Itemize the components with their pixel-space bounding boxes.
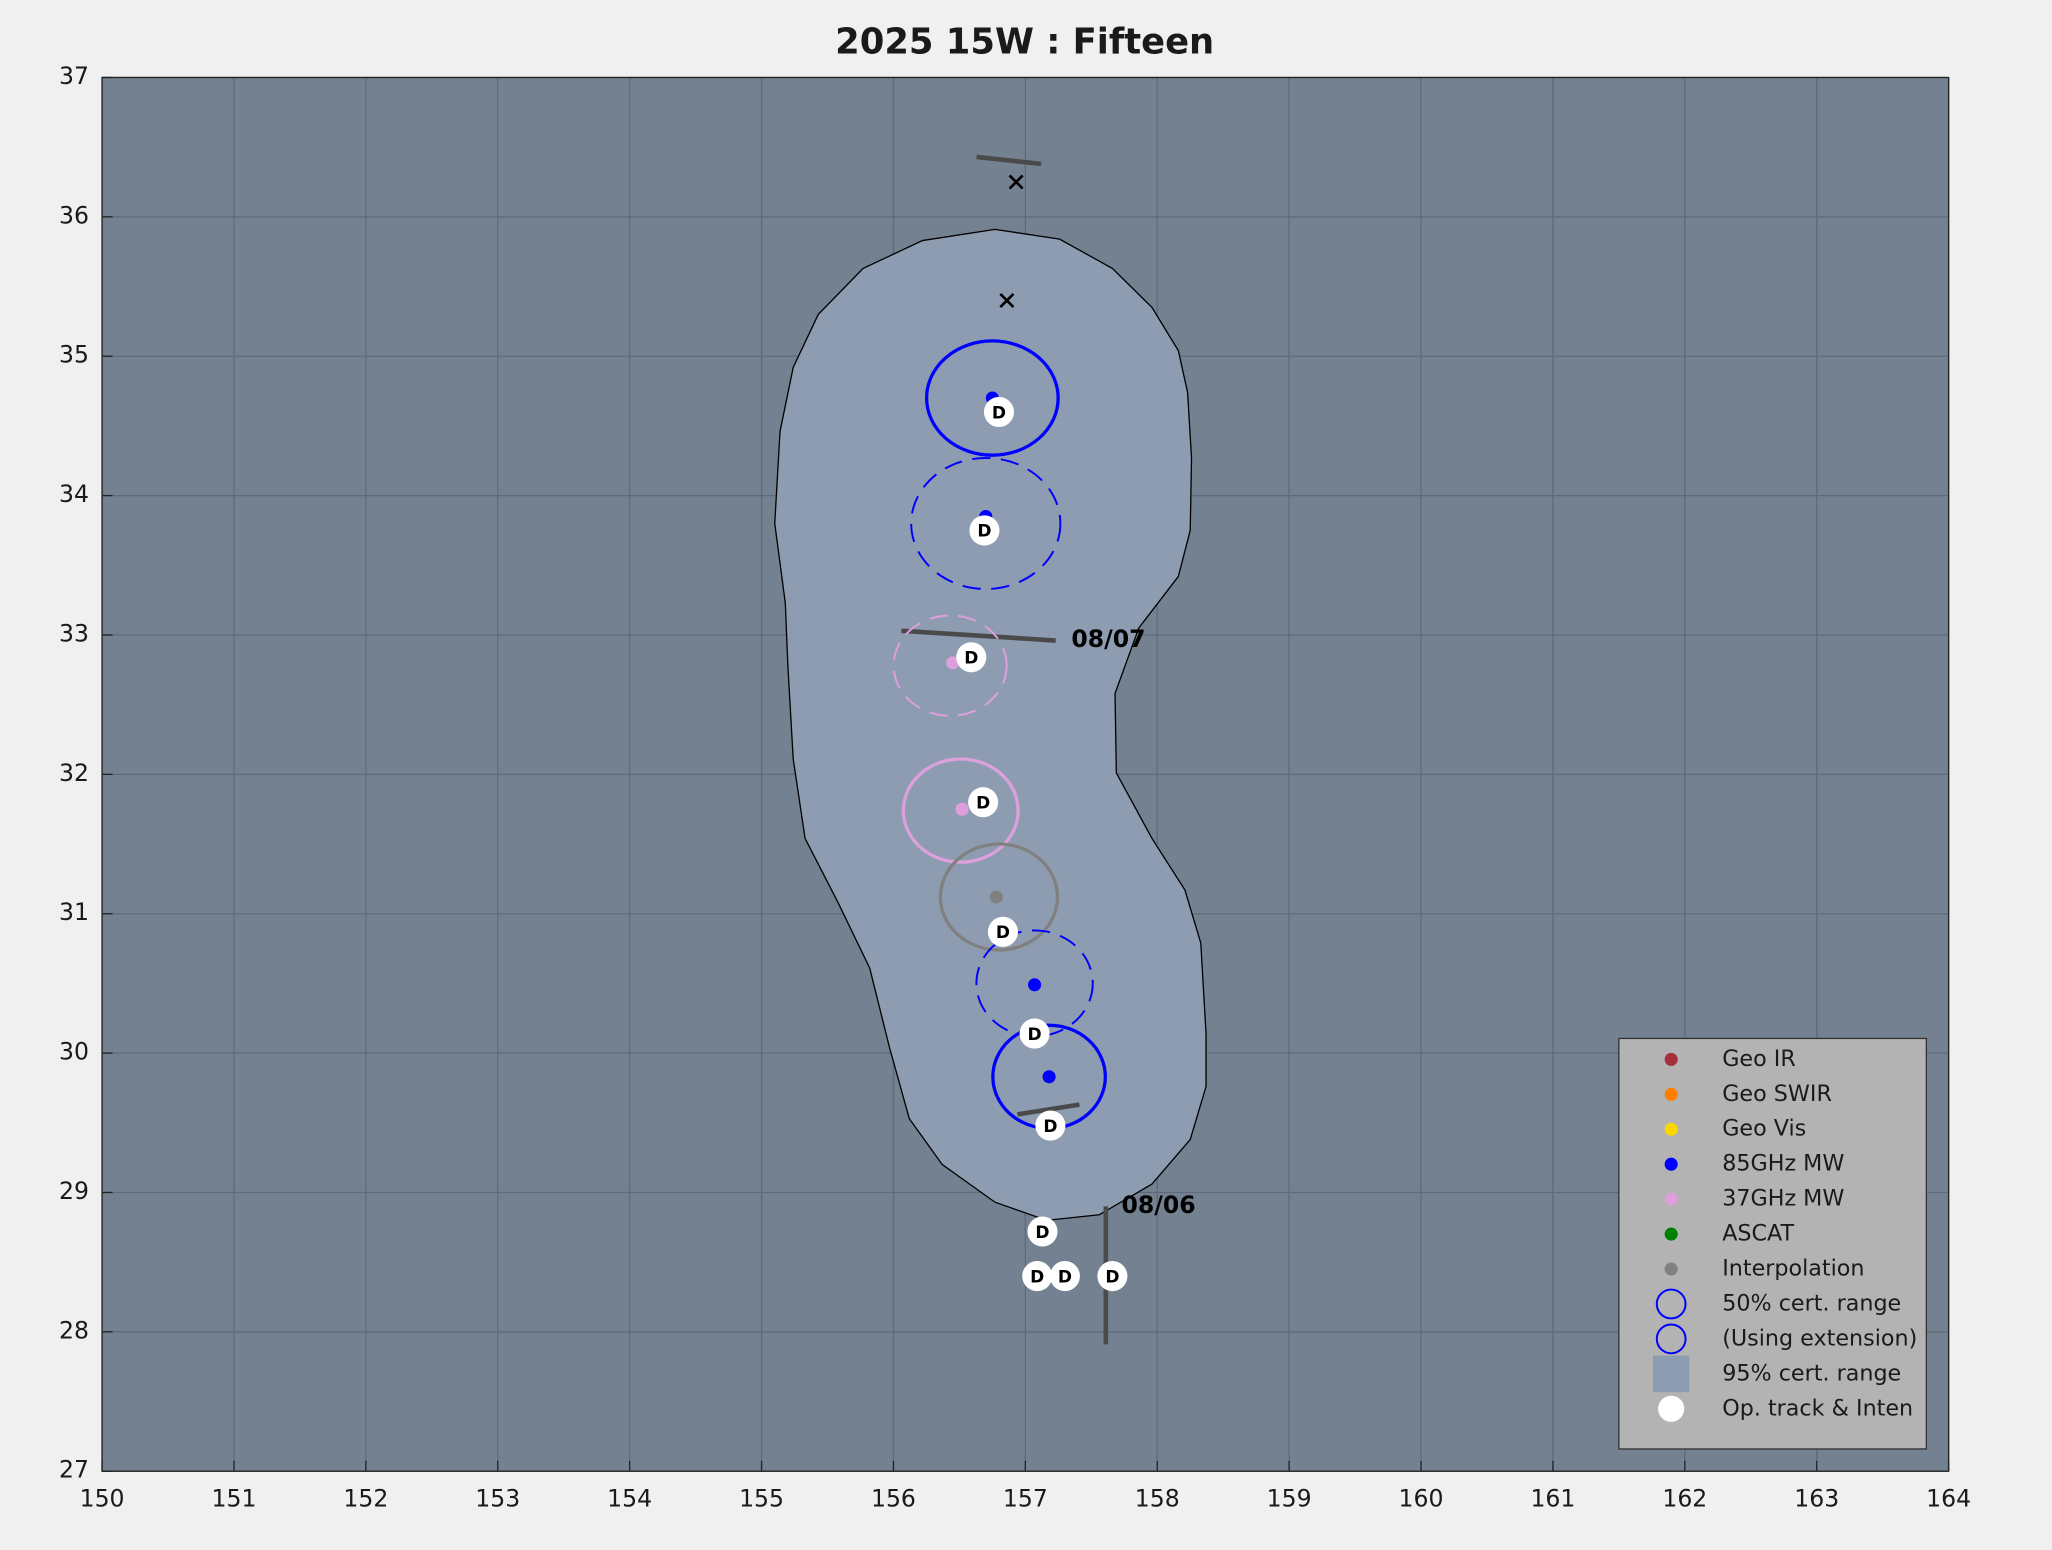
track-point [1035, 1110, 1066, 1141]
track-point [983, 396, 1015, 428]
x-tick-label: 160 [1399, 1485, 1444, 1513]
track-intensity: D [1030, 1267, 1044, 1287]
track-point [956, 642, 987, 673]
x-tick-label: 155 [739, 1485, 784, 1513]
legend-label: (Using extension) [1722, 1325, 1917, 1351]
y-tick-label: 28 [59, 1316, 89, 1344]
track-intensity: D [964, 649, 978, 669]
y-tick-label: 33 [59, 619, 89, 647]
track-intensity: D [1035, 1223, 1049, 1243]
y-tick-label: 27 [59, 1456, 89, 1484]
x-tick-label: 153 [475, 1485, 520, 1513]
track-point [968, 787, 999, 818]
legend-label: ASCAT [1722, 1221, 1794, 1247]
legend-marker [1652, 1355, 1690, 1393]
track-point [1019, 1018, 1050, 1049]
time-mark [1017, 1102, 1080, 1117]
legend-marker [1664, 1262, 1678, 1276]
forecast-marker [1008, 174, 1024, 190]
cert-circle [924, 339, 1060, 457]
track-point [1049, 1261, 1080, 1292]
y-tick-label: 34 [59, 480, 89, 508]
legend-label: Geo IR [1722, 1046, 1796, 1072]
track-intensity: D [1105, 1267, 1119, 1287]
track-point [1097, 1261, 1128, 1292]
y-tick-label: 35 [59, 341, 89, 369]
legend-marker [1664, 1157, 1678, 1171]
track-intensity: D [1043, 1117, 1057, 1137]
chart-title: 2025 15W : Fifteen [835, 21, 1214, 62]
time-mark [976, 154, 1042, 167]
x-tick-label: 164 [1926, 1485, 1971, 1513]
x-tick-label: 163 [1794, 1485, 1839, 1513]
x-tick-label: 159 [1267, 1485, 1312, 1513]
certainty-region [774, 228, 1207, 1222]
plot-border [101, 76, 1950, 1472]
x-tick-label: 152 [343, 1485, 388, 1513]
track-intensity: D [992, 403, 1006, 423]
x-tick-label: 161 [1530, 1485, 1575, 1513]
track-point [987, 916, 1018, 947]
y-tick-label: 37 [59, 62, 89, 90]
track-intensity: D [976, 794, 990, 814]
x-tick-label: 154 [607, 1485, 652, 1513]
legend-marker [1655, 1288, 1687, 1320]
y-tick-label: 29 [59, 1177, 89, 1205]
time-label: 08/07 [1071, 625, 1145, 653]
track-point [969, 515, 1000, 546]
legend-marker [1664, 1227, 1678, 1241]
forecast-marker [999, 293, 1015, 308]
x-tick-label: 157 [1003, 1485, 1048, 1513]
legend-marker [1664, 1087, 1678, 1101]
x-tick-label: 150 [80, 1485, 125, 1513]
legend-marker [1655, 1323, 1687, 1355]
track-intensity: D [1058, 1267, 1072, 1287]
fix-point [955, 802, 969, 816]
legend-marker [1658, 1395, 1685, 1422]
legend-label: 85GHz MW [1722, 1151, 1844, 1177]
time-mark [901, 628, 1056, 643]
fix-point [989, 890, 1003, 904]
track-point [1027, 1216, 1058, 1247]
track-intensity: D [996, 923, 1010, 943]
y-tick-label: 36 [59, 201, 89, 229]
legend-marker [1664, 1052, 1678, 1066]
legend-marker [1664, 1192, 1678, 1206]
track-intensity: D [1028, 1025, 1042, 1045]
fix-point [946, 656, 960, 670]
fix-point [1042, 1070, 1056, 1084]
legend-label: 37GHz MW [1722, 1186, 1844, 1212]
x-tick-label: 151 [211, 1485, 256, 1513]
track-intensity: D [977, 522, 991, 542]
track-point [1022, 1261, 1053, 1292]
legend-label: Interpolation [1722, 1256, 1864, 1282]
x-tick-label: 158 [1135, 1485, 1180, 1513]
y-tick-label: 31 [59, 898, 89, 926]
cert-circle [901, 757, 1020, 864]
legend-label: Geo Vis [1722, 1116, 1806, 1142]
cert-circle [892, 614, 1008, 717]
cert-circle [938, 842, 1060, 952]
legend-label: 50% cert. range [1722, 1290, 1901, 1316]
x-tick-label: 162 [1662, 1485, 1707, 1513]
x-tick-label: 156 [871, 1485, 916, 1513]
y-tick-label: 32 [59, 759, 89, 787]
time-label: 08/06 [1122, 1191, 1196, 1219]
cert-circle [910, 456, 1062, 590]
legend-marker [1664, 1122, 1678, 1136]
legend-label: Op. track & Inten [1722, 1395, 1913, 1421]
y-tick-label: 30 [59, 1038, 89, 1066]
legend-label: Geo SWIR [1722, 1081, 1832, 1107]
legend-label: 95% cert. range [1722, 1360, 1901, 1386]
fix-point [1028, 978, 1042, 992]
